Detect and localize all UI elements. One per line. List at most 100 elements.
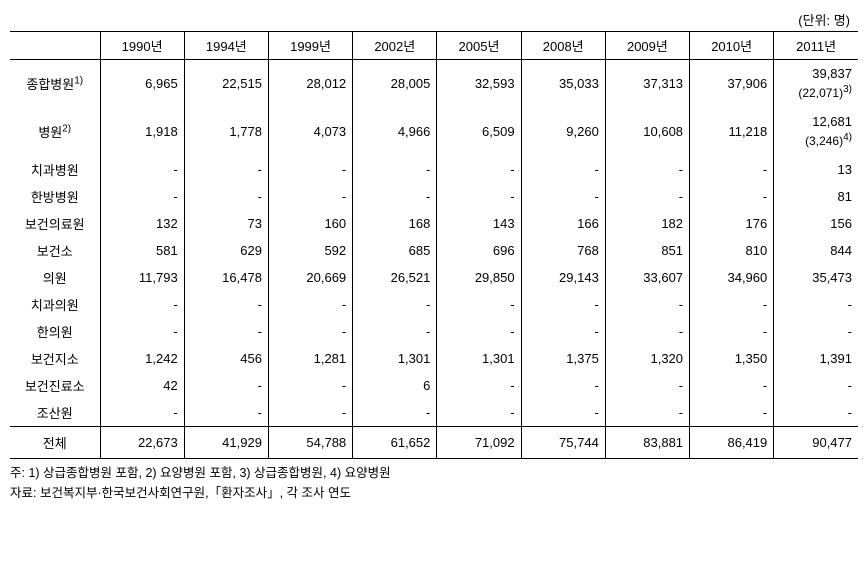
table-row: 보건진료소42--6-----: [10, 372, 858, 399]
data-cell: 176: [690, 210, 774, 237]
table-row: 종합병원1)6,96522,51528,01228,00532,59335,03…: [10, 60, 858, 108]
data-cell: -: [353, 183, 437, 210]
data-cell: 696: [437, 237, 521, 264]
total-cell: 75,744: [521, 426, 605, 458]
data-cell: 156: [774, 210, 858, 237]
data-cell: -: [774, 399, 858, 427]
total-row: 전체22,67341,92954,78861,65271,09275,74483…: [10, 426, 858, 458]
data-cell: 32,593: [437, 60, 521, 108]
data-cell: -: [437, 183, 521, 210]
data-cell-with-sub: 12,681(3,246)4): [774, 108, 858, 156]
data-cell: 28,012: [268, 60, 352, 108]
row-label: 한방병원: [10, 183, 100, 210]
data-cell: -: [521, 183, 605, 210]
data-cell: 1,301: [353, 345, 437, 372]
data-cell: -: [521, 318, 605, 345]
table-row: 병원2)1,9181,7784,0734,9666,5099,26010,608…: [10, 108, 858, 156]
data-cell: 143: [437, 210, 521, 237]
year-header: 2005년: [437, 32, 521, 60]
data-cell: -: [437, 291, 521, 318]
superscript: 3): [843, 84, 852, 95]
data-cell: -: [353, 399, 437, 427]
data-cell: -: [521, 156, 605, 183]
data-cell: -: [605, 399, 689, 427]
data-cell: 456: [184, 345, 268, 372]
data-cell: 1,375: [521, 345, 605, 372]
total-cell: 71,092: [437, 426, 521, 458]
table-row: 한의원---------: [10, 318, 858, 345]
data-cell: 33,607: [605, 264, 689, 291]
row-label: 보건소: [10, 237, 100, 264]
data-cell: 4,966: [353, 108, 437, 156]
data-cell: 11,218: [690, 108, 774, 156]
row-label: 한의원: [10, 318, 100, 345]
year-header: 1994년: [184, 32, 268, 60]
total-cell: 61,652: [353, 426, 437, 458]
total-cell: 90,477: [774, 426, 858, 458]
row-label-head: [10, 32, 100, 60]
data-cell: -: [774, 291, 858, 318]
data-cell: 592: [268, 237, 352, 264]
data-cell: 29,850: [437, 264, 521, 291]
data-cell: -: [521, 372, 605, 399]
data-cell: 1,242: [100, 345, 184, 372]
data-cell: -: [605, 183, 689, 210]
data-cell: -: [774, 318, 858, 345]
data-cell: 11,793: [100, 264, 184, 291]
unit-label: (단위: 명): [10, 10, 858, 29]
data-cell: 1,778: [184, 108, 268, 156]
table-row: 의원11,79316,47820,66926,52129,85029,14333…: [10, 264, 858, 291]
data-cell: -: [268, 318, 352, 345]
total-cell: 41,929: [184, 426, 268, 458]
data-cell: 34,960: [690, 264, 774, 291]
data-cell: -: [184, 156, 268, 183]
data-cell: -: [521, 291, 605, 318]
data-cell: -: [521, 399, 605, 427]
data-cell: -: [690, 372, 774, 399]
data-cell: 81: [774, 183, 858, 210]
total-cell: 83,881: [605, 426, 689, 458]
table-header-row: 1990년1994년1999년2002년2005년2008년2009년2010년…: [10, 32, 858, 60]
row-label: 병원2): [10, 108, 100, 156]
data-cell: 160: [268, 210, 352, 237]
data-cell: -: [268, 399, 352, 427]
data-cell: -: [605, 291, 689, 318]
year-header: 2009년: [605, 32, 689, 60]
cell-sub-value: (3,246)4): [780, 131, 852, 150]
data-cell: 37,906: [690, 60, 774, 108]
data-cell: -: [353, 156, 437, 183]
year-header: 2010년: [690, 32, 774, 60]
data-cell: -: [184, 291, 268, 318]
data-cell: -: [690, 318, 774, 345]
data-cell: -: [100, 183, 184, 210]
data-cell: -: [605, 318, 689, 345]
data-cell: 1,281: [268, 345, 352, 372]
table-row: 치과병원--------13: [10, 156, 858, 183]
data-cell: -: [690, 399, 774, 427]
total-label: 전체: [10, 426, 100, 458]
data-cell: -: [100, 291, 184, 318]
table-row: 치과의원---------: [10, 291, 858, 318]
data-cell: 581: [100, 237, 184, 264]
data-cell: 1,350: [690, 345, 774, 372]
data-cell: 35,473: [774, 264, 858, 291]
data-cell: 26,521: [353, 264, 437, 291]
data-cell: -: [690, 183, 774, 210]
row-label: 보건의료원: [10, 210, 100, 237]
data-cell: -: [437, 156, 521, 183]
data-cell: 20,669: [268, 264, 352, 291]
data-cell: 844: [774, 237, 858, 264]
row-label: 보건지소: [10, 345, 100, 372]
data-cell: -: [268, 372, 352, 399]
footnote-1: 주: 1) 상급종합병원 포함, 2) 요양병원 포함, 3) 상급종합병원, …: [10, 463, 858, 483]
data-cell: 1,918: [100, 108, 184, 156]
data-cell: 132: [100, 210, 184, 237]
row-label: 치과의원: [10, 291, 100, 318]
footer-notes: 주: 1) 상급종합병원 포함, 2) 요양병원 포함, 3) 상급종합병원, …: [10, 463, 858, 503]
row-label: 조산원: [10, 399, 100, 427]
total-cell: 86,419: [690, 426, 774, 458]
superscript: 1): [74, 76, 83, 87]
data-cell: -: [100, 156, 184, 183]
data-cell: 9,260: [521, 108, 605, 156]
data-cell: -: [268, 183, 352, 210]
